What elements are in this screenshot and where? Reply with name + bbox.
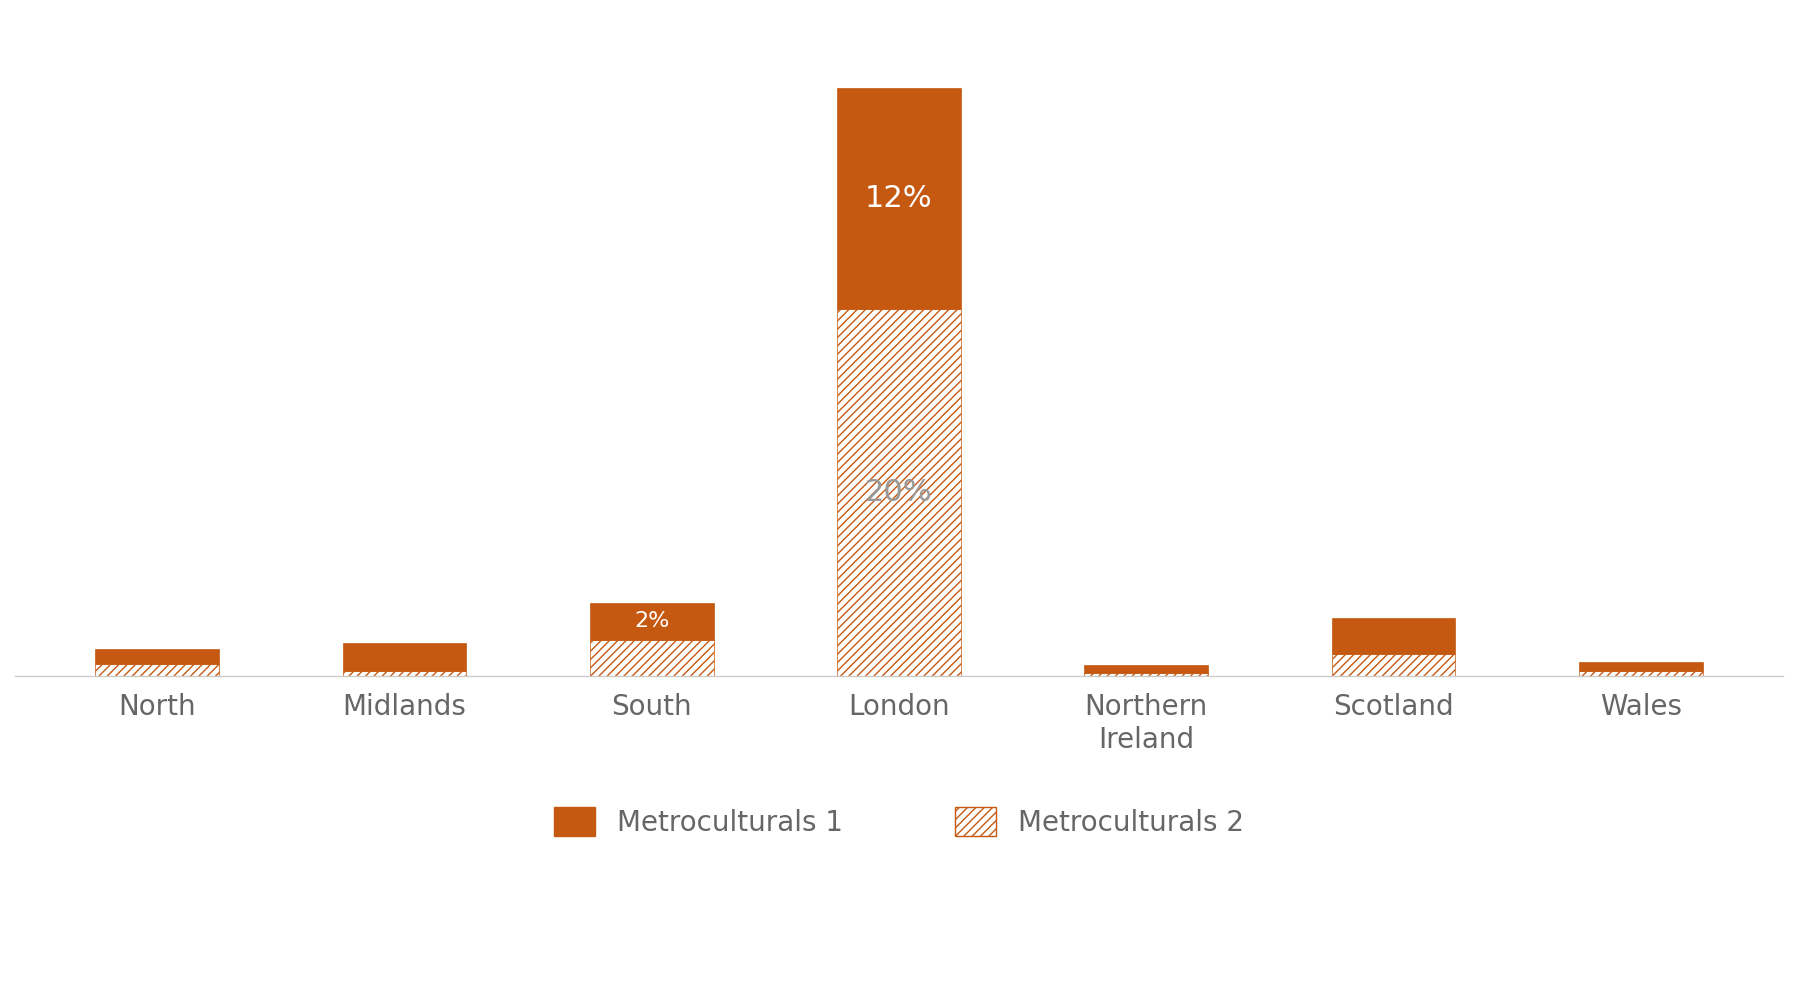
Bar [1332,654,1455,676]
Bar [95,648,219,663]
Bar [838,88,960,309]
Bar [1084,673,1208,676]
Bar [1084,665,1208,673]
Bar [1579,671,1703,676]
Bar [95,663,219,676]
Text: 12%: 12% [865,184,933,213]
Bar [343,644,466,671]
Bar [1579,661,1703,671]
Bar [838,309,960,676]
Bar [1332,618,1455,654]
Bar [590,640,714,676]
Text: 2%: 2% [635,611,669,632]
Legend: Metroculturals 1, Metroculturals 2: Metroculturals 1, Metroculturals 2 [543,796,1255,847]
Bar [343,671,466,676]
Text: 20%: 20% [865,478,933,507]
Bar [590,603,714,640]
